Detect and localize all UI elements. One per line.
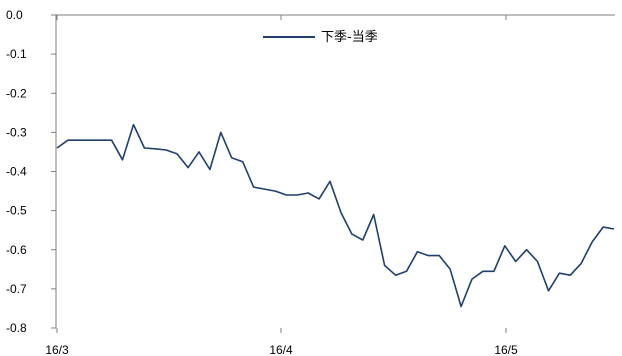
- y-tick-label: -0.8: [6, 321, 27, 335]
- y-tick-label: -0.3: [6, 125, 27, 139]
- y-tick-label: -0.5: [6, 204, 27, 218]
- y-tick-label: -0.7: [6, 282, 27, 296]
- y-axis: 0.0 -0.1 -0.2 -0.3 -0.4 -0.5 -0.6 -0.7 -0.8: [6, 8, 57, 335]
- legend-label: 下季-当季: [321, 30, 378, 45]
- y-tick-label: 0.0: [6, 8, 23, 22]
- x-tick-label: 16/3: [45, 343, 69, 356]
- series-lines: [56, 123, 615, 308]
- y-tick-label: -0.4: [6, 165, 27, 179]
- series-line: [56, 123, 615, 308]
- x-tick-label: 16/4: [269, 343, 293, 356]
- x-tick-label: 16/5: [494, 343, 518, 356]
- x-axis: 16/3 16/4 16/5: [45, 14, 615, 356]
- legend: 下季-当季: [263, 30, 378, 45]
- y-tick-label: -0.1: [6, 47, 27, 61]
- y-tick-label: -0.6: [6, 243, 27, 257]
- y-tick-label: -0.2: [6, 86, 27, 100]
